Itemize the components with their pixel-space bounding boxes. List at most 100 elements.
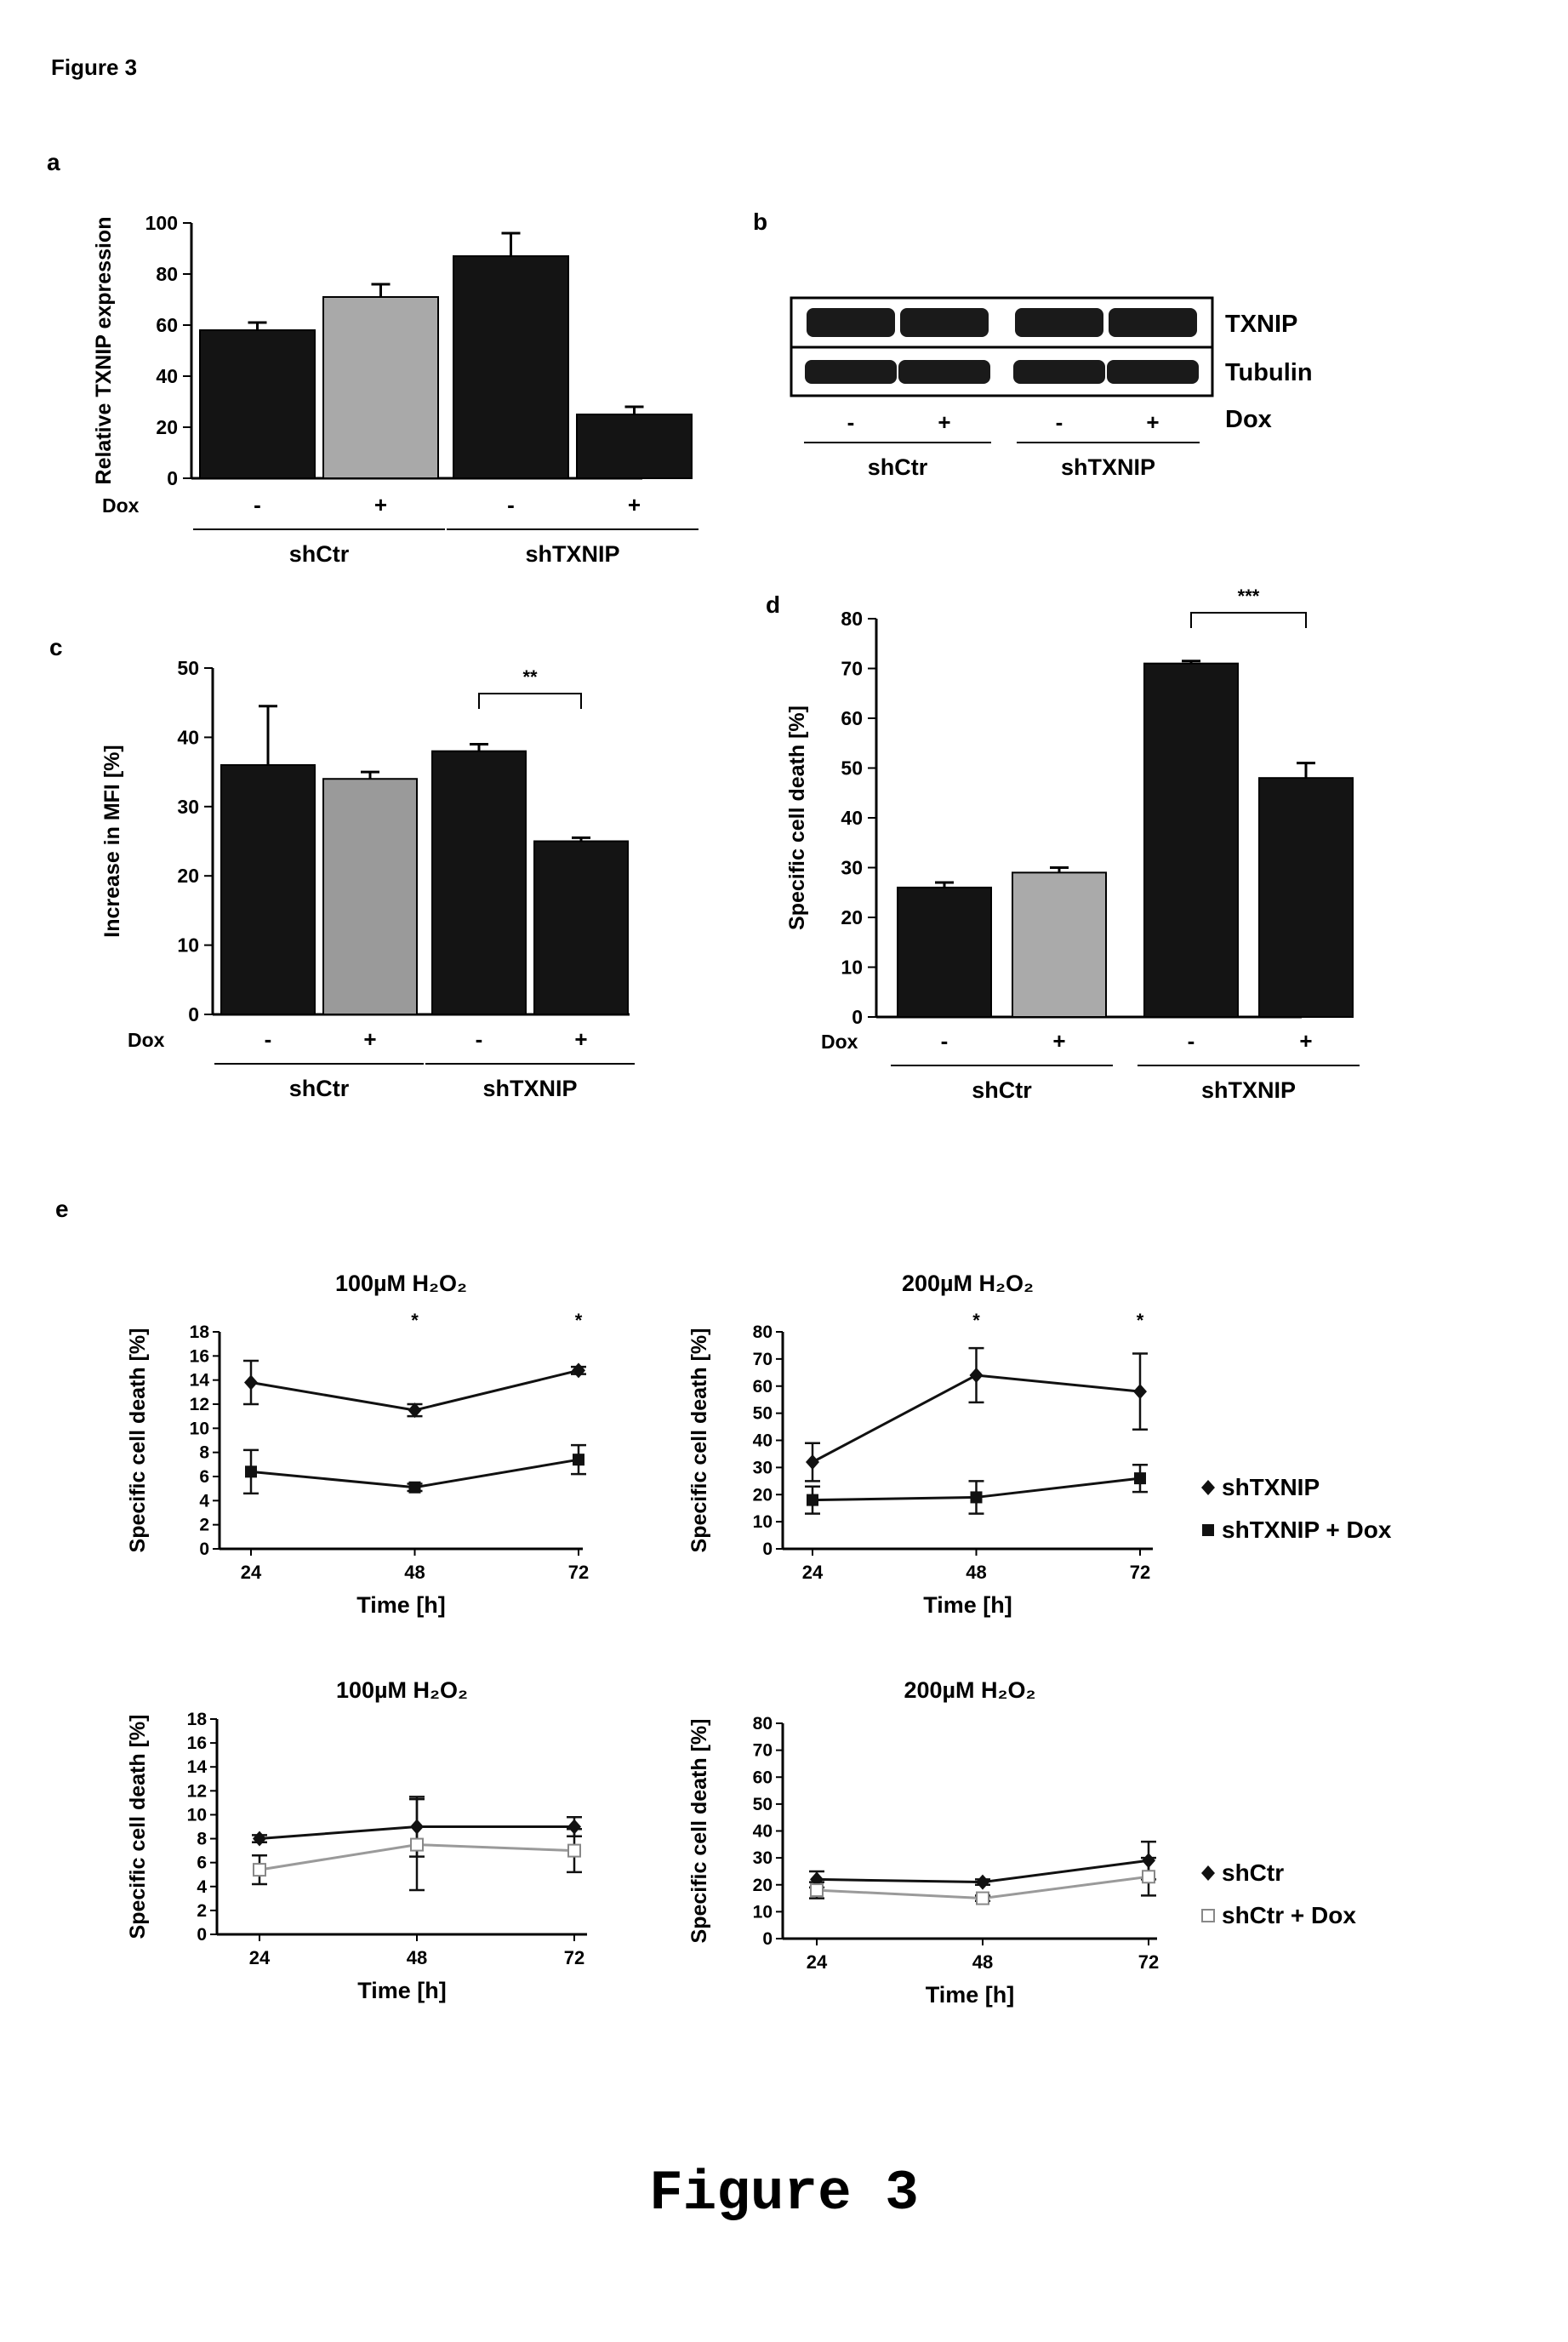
y-tick-label: 16 [187, 1734, 207, 1753]
bar [200, 330, 315, 478]
data-point [244, 1375, 258, 1391]
data-point [811, 1884, 823, 1896]
y-tick-label: 20 [841, 906, 863, 928]
tubulin-band [898, 360, 990, 384]
x-tick-label: 72 [1130, 1562, 1150, 1583]
significance-mark: * [972, 1310, 980, 1331]
dox-value: + [363, 1026, 376, 1052]
dox-value: - [941, 1028, 949, 1054]
y-axis-label: Specific cell death [%] [785, 705, 809, 930]
panel-label-d: d [766, 591, 780, 618]
dox-value: + [1299, 1028, 1312, 1054]
y-tick-label: 50 [753, 1404, 773, 1424]
x-axis-label: Time [h] [356, 1592, 446, 1618]
data-point [1134, 1472, 1146, 1484]
txnip-band [1109, 308, 1197, 337]
y-tick-label: 70 [753, 1741, 773, 1761]
data-point [1143, 1871, 1155, 1882]
line-chart-e1: 100µM H₂O₂024681012141618244872Time [h]S… [126, 1271, 589, 1618]
significance-mark: * [1137, 1310, 1144, 1331]
y-tick-label: 20 [753, 1876, 773, 1895]
data-point [411, 1839, 423, 1851]
significance-bracket [479, 694, 581, 709]
x-tick-label: 48 [966, 1562, 986, 1583]
x-tick-label: 72 [1138, 1951, 1159, 1973]
data-point [1201, 1480, 1215, 1495]
y-tick-label: 0 [762, 1539, 773, 1559]
bar [1144, 664, 1238, 1017]
legend-entry: shTXNIP + Dox [1222, 1517, 1392, 1543]
data-point [970, 1368, 984, 1383]
y-tick-label: 70 [841, 658, 863, 680]
panel-label-a: a [47, 149, 60, 175]
group-label: shTXNIP [1061, 454, 1155, 480]
y-axis-label: Specific cell death [%] [687, 1719, 711, 1944]
bar [432, 751, 526, 1014]
panel-label-e: e [55, 1196, 69, 1222]
bar-chart-d: 01020304050607080Specific cell death [%]… [785, 586, 1360, 1103]
line-chart-e3: 100µM H₂O₂024681012141618244872Time [h]S… [126, 1677, 587, 2003]
y-tick-label: 10 [177, 934, 199, 957]
bar [534, 842, 628, 1015]
y-tick-label: 14 [190, 1371, 210, 1391]
bar [1012, 872, 1106, 1017]
data-point [977, 1893, 989, 1905]
y-tick-label: 50 [753, 1795, 773, 1814]
data-point [253, 1831, 266, 1847]
y-tick-label: 6 [197, 1854, 207, 1873]
y-tick-label: 2 [199, 1516, 209, 1535]
y-tick-label: 10 [190, 1419, 209, 1438]
data-point [245, 1465, 257, 1477]
y-tick-label: 6 [199, 1467, 209, 1487]
y-tick-label: 70 [753, 1350, 773, 1369]
dox-value: + [1146, 409, 1159, 435]
y-axis-label: Relative TXNIP expression [92, 217, 116, 485]
y-tick-label: 4 [199, 1491, 209, 1511]
y-axis-label: Specific cell death [%] [126, 1328, 150, 1553]
dox-value: + [628, 492, 641, 517]
y-tick-label: 30 [753, 1848, 773, 1868]
y-tick-label: 0 [199, 1539, 209, 1559]
y-tick-label: 2 [197, 1901, 207, 1921]
x-axis-label: Time [h] [357, 1978, 447, 2003]
y-tick-label: 60 [753, 1768, 773, 1787]
y-tick-label: 80 [841, 608, 863, 630]
panel-label-b: b [753, 208, 767, 235]
bar [577, 414, 692, 478]
x-tick-label: 24 [241, 1562, 262, 1583]
y-tick-label: 12 [190, 1395, 209, 1414]
x-tick-label: 24 [807, 1951, 828, 1973]
significance-bracket [1191, 613, 1306, 628]
data-point [572, 1362, 585, 1378]
y-tick-label: 10 [753, 1512, 773, 1532]
y-tick-label: 20 [177, 865, 199, 887]
y-tick-label: 8 [199, 1443, 209, 1463]
y-tick-label: 40 [177, 726, 199, 748]
y-tick-label: 60 [753, 1377, 773, 1397]
figure-caption: Figure 3 [0, 2162, 1568, 2225]
dox-value: - [476, 1026, 483, 1052]
chart-title: 100µM H₂O₂ [335, 1271, 467, 1296]
x-tick-label: 48 [404, 1562, 425, 1583]
bar-chart-c: 01020304050Increase in MFI [%]-+-+DoxshC… [100, 657, 635, 1101]
group-label: shTXNIP [482, 1076, 577, 1101]
data-point [1133, 1384, 1147, 1399]
data-point [573, 1454, 584, 1465]
x-tick-label: 48 [407, 1947, 427, 1968]
x-tick-label: 24 [249, 1947, 271, 1968]
western-blot-b: -+-+TXNIPTubulinDoxshCtrshTXNIP [791, 298, 1313, 480]
x-tick-label: 48 [972, 1951, 993, 1973]
dox-value: + [938, 409, 950, 435]
y-tick-label: 40 [841, 807, 863, 829]
dox-label: Dox [128, 1029, 165, 1051]
tubulin-band [805, 360, 897, 384]
group-label: shTXNIP [1201, 1077, 1296, 1103]
tubulin-band [1013, 360, 1105, 384]
y-tick-label: 80 [753, 1322, 773, 1342]
data-point [568, 1845, 580, 1857]
y-tick-label: 10 [187, 1805, 207, 1825]
y-tick-label: 40 [753, 1431, 773, 1451]
data-point [1201, 1865, 1215, 1881]
chart-title: 200µM H₂O₂ [904, 1677, 1035, 1703]
